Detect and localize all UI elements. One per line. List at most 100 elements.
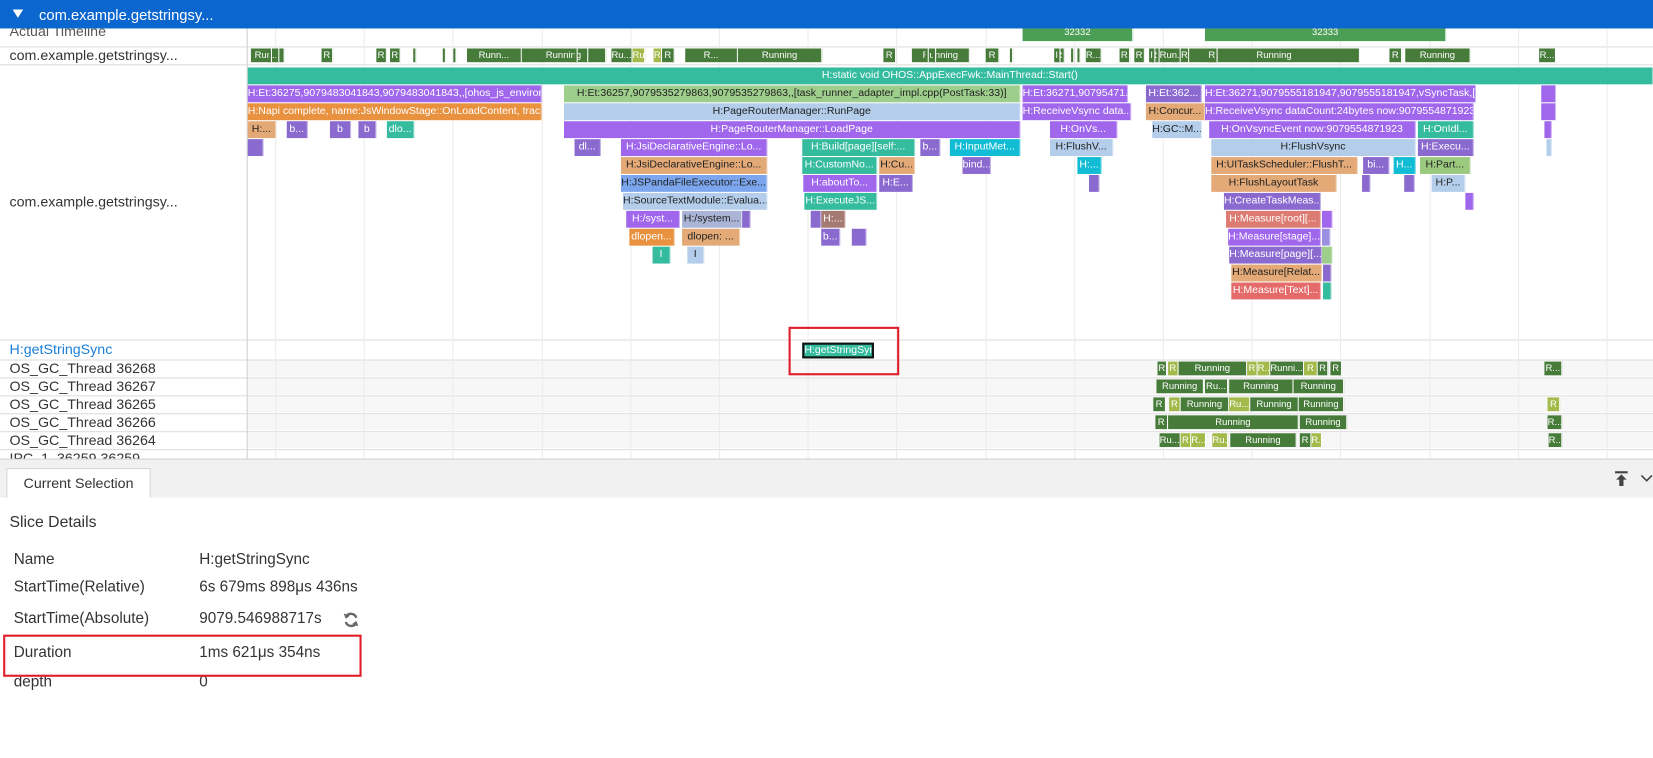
trace-slice[interactable]: H:aboutTo... <box>803 174 878 192</box>
trace-slice[interactable] <box>810 210 822 228</box>
track-label-getstringsync[interactable]: H:getStringSync <box>9 341 113 358</box>
track-label-main-thread[interactable]: com.example.getstringsy... <box>9 193 178 210</box>
thread-state-slice[interactable]: R <box>390 48 401 63</box>
trace-slice[interactable]: dl... <box>574 139 601 157</box>
thread-state-slice[interactable]: R <box>1180 48 1190 63</box>
trace-slice[interactable]: H:Build[page][self:... <box>802 139 916 157</box>
thread-state-slice[interactable]: R <box>1330 361 1343 376</box>
trace-slice[interactable]: H:InputMet... <box>949 139 1021 157</box>
trace-slice[interactable]: H:UITaskScheduler::FlushT... <box>1211 157 1358 174</box>
trace-slice[interactable]: H:JSPandaFileExecutor::Exe... <box>620 174 768 192</box>
thread-state-slice[interactable]: R <box>1157 361 1168 376</box>
trace-slice[interactable]: H:ReceiveVsync data... <box>1022 103 1132 121</box>
thread-state-slice[interactable]: R... <box>1191 433 1207 447</box>
thread-state-slice[interactable]: Running <box>1168 415 1299 430</box>
trace-slice[interactable]: b... <box>920 139 941 157</box>
trace-slice[interactable]: H:E... <box>879 174 913 192</box>
thread-state-slice[interactable]: R... <box>1548 433 1563 447</box>
thread-state-slice[interactable] <box>932 48 937 63</box>
thread-state-slice[interactable]: R <box>1153 397 1166 412</box>
track-label-gc-thread[interactable]: OS_GC_Thread 36267 <box>9 378 156 395</box>
thread-state-slice[interactable]: Running <box>521 48 607 63</box>
thread-state-slice[interactable] <box>585 48 589 63</box>
thread-state-slice[interactable]: Running <box>737 48 823 63</box>
trace-slice[interactable]: H:PageRouterManager::LoadPage <box>564 121 1021 139</box>
thread-state-slice[interactable]: Run... <box>1159 48 1181 63</box>
trace-slice[interactable]: b... <box>821 228 841 246</box>
thread-state-slice[interactable]: Ru... <box>1212 433 1229 447</box>
trace-slice[interactable]: H:/syst... <box>626 210 680 228</box>
thread-state-slice[interactable]: Running <box>1230 433 1297 447</box>
thread-state-slice[interactable]: R... <box>1544 361 1563 376</box>
thread-state-slice[interactable]: R <box>985 48 1000 63</box>
thread-state-slice[interactable]: R <box>1134 48 1145 63</box>
selected-slice-getstringsync[interactable]: H:getStringSync... <box>802 342 874 359</box>
trace-slice[interactable] <box>1362 174 1371 192</box>
thread-state-slice[interactable] <box>453 48 457 63</box>
trace-slice[interactable]: dlopen... <box>629 228 675 246</box>
thread-state-slice[interactable] <box>925 48 929 63</box>
thread-state-slice[interactable]: R <box>1317 361 1329 376</box>
thread-state-slice[interactable]: R... <box>1311 433 1322 447</box>
trace-slice[interactable] <box>1321 246 1333 264</box>
trace-slice[interactable] <box>1088 174 1100 192</box>
track-label-gc-thread[interactable]: OS_GC_Thread 36268 <box>9 360 156 377</box>
thread-state-slice[interactable]: R <box>1155 415 1169 430</box>
track-label-main-thread-state[interactable]: com.example.getstringsy... <box>9 47 178 64</box>
thread-state-slice[interactable]: Running <box>911 48 970 63</box>
trace-slice[interactable]: H:CreateTaskMeas... <box>1223 192 1321 210</box>
trace-slice[interactable] <box>1323 264 1332 282</box>
trace-slice[interactable]: H:FlushVsync <box>1211 139 1416 157</box>
thread-state-slice[interactable] <box>413 48 417 63</box>
trace-slice[interactable] <box>1465 192 1474 210</box>
thread-state-slice[interactable]: Running <box>1229 379 1294 394</box>
trace-slice[interactable]: H:ExecuteJS... <box>804 192 878 210</box>
thread-state-slice[interactable] <box>268 48 272 63</box>
thread-state-slice[interactable]: Running <box>1156 379 1204 394</box>
thread-state-slice[interactable]: Ru... <box>1159 433 1181 447</box>
thread-state-slice[interactable]: R <box>653 48 663 63</box>
trace-slice[interactable] <box>1321 210 1333 228</box>
trace-slice[interactable]: H... <box>1393 157 1416 174</box>
trace-slice[interactable]: H:Et:36275,9079483041843,9079483041843,,… <box>247 85 542 103</box>
thread-state-slice[interactable]: Running <box>1180 397 1230 412</box>
trace-slice[interactable]: H:/system... <box>682 210 743 228</box>
thread-state-slice[interactable]: R <box>1168 361 1179 376</box>
trace-slice[interactable]: H:... <box>1077 157 1102 174</box>
trace-slice[interactable]: H:OnIdl... <box>1417 121 1474 139</box>
trace-slice[interactable] <box>1321 228 1331 246</box>
thread-state-slice[interactable]: Running <box>1178 361 1248 376</box>
trace-slice[interactable]: H:Part... <box>1420 157 1471 174</box>
thread-state-slice[interactable]: Ru... <box>632 48 646 63</box>
thread-state-slice[interactable] <box>442 48 446 63</box>
trace-slice[interactable]: H:Execu... <box>1417 139 1474 157</box>
trace-slice[interactable]: H:Et:36271,9079555181947,9079555181947,v… <box>1204 85 1476 103</box>
thread-state-slice[interactable]: R <box>376 48 387 63</box>
thread-state-slice[interactable]: R <box>883 48 897 63</box>
trace-slice[interactable]: H:Et:36271,90795471... <box>1022 85 1129 103</box>
trace-slice[interactable] <box>1404 174 1415 192</box>
trace-slice[interactable]: H:Measure[stage]... <box>1228 228 1321 246</box>
trace-slice[interactable]: H:JsiDeclarativeEngine::Lo... <box>620 157 768 174</box>
thread-state-slice[interactable]: Run... <box>250 48 285 63</box>
thread-state-slice[interactable] <box>1077 48 1081 63</box>
thread-state-slice[interactable] <box>1009 48 1014 63</box>
trace-slice[interactable]: H:SourceTextModule::Evalua... <box>623 192 768 210</box>
thread-state-slice[interactable]: R <box>1207 48 1218 63</box>
thread-state-slice[interactable] <box>1057 48 1061 63</box>
thread-state-slice[interactable]: R... <box>1257 361 1271 376</box>
trace-slice[interactable]: H:JsiDeclarativeEngine::Lo... <box>620 139 768 157</box>
trace-slice[interactable]: bi... <box>1363 157 1390 174</box>
chevron-down-icon[interactable] <box>1640 472 1653 485</box>
thread-state-slice[interactable]: R <box>1119 48 1131 63</box>
trace-slice[interactable]: H:CustomNo... <box>802 157 878 174</box>
frame-slice[interactable]: 32332 <box>1022 28 1134 42</box>
trace-slice[interactable] <box>247 139 264 157</box>
trace-slice[interactable]: H:Cu... <box>879 157 916 174</box>
trace-slice[interactable]: H:Et:36257,9079535279863,9079535279863,,… <box>564 85 1021 103</box>
trace-slice[interactable]: H:... <box>821 210 846 228</box>
trace-slice[interactable]: I <box>687 246 705 264</box>
trace-slice[interactable]: H:Measure[Text]... <box>1231 282 1321 300</box>
thread-state-slice[interactable]: Runni... <box>1270 361 1305 376</box>
thread-state-slice[interactable] <box>1152 48 1156 63</box>
